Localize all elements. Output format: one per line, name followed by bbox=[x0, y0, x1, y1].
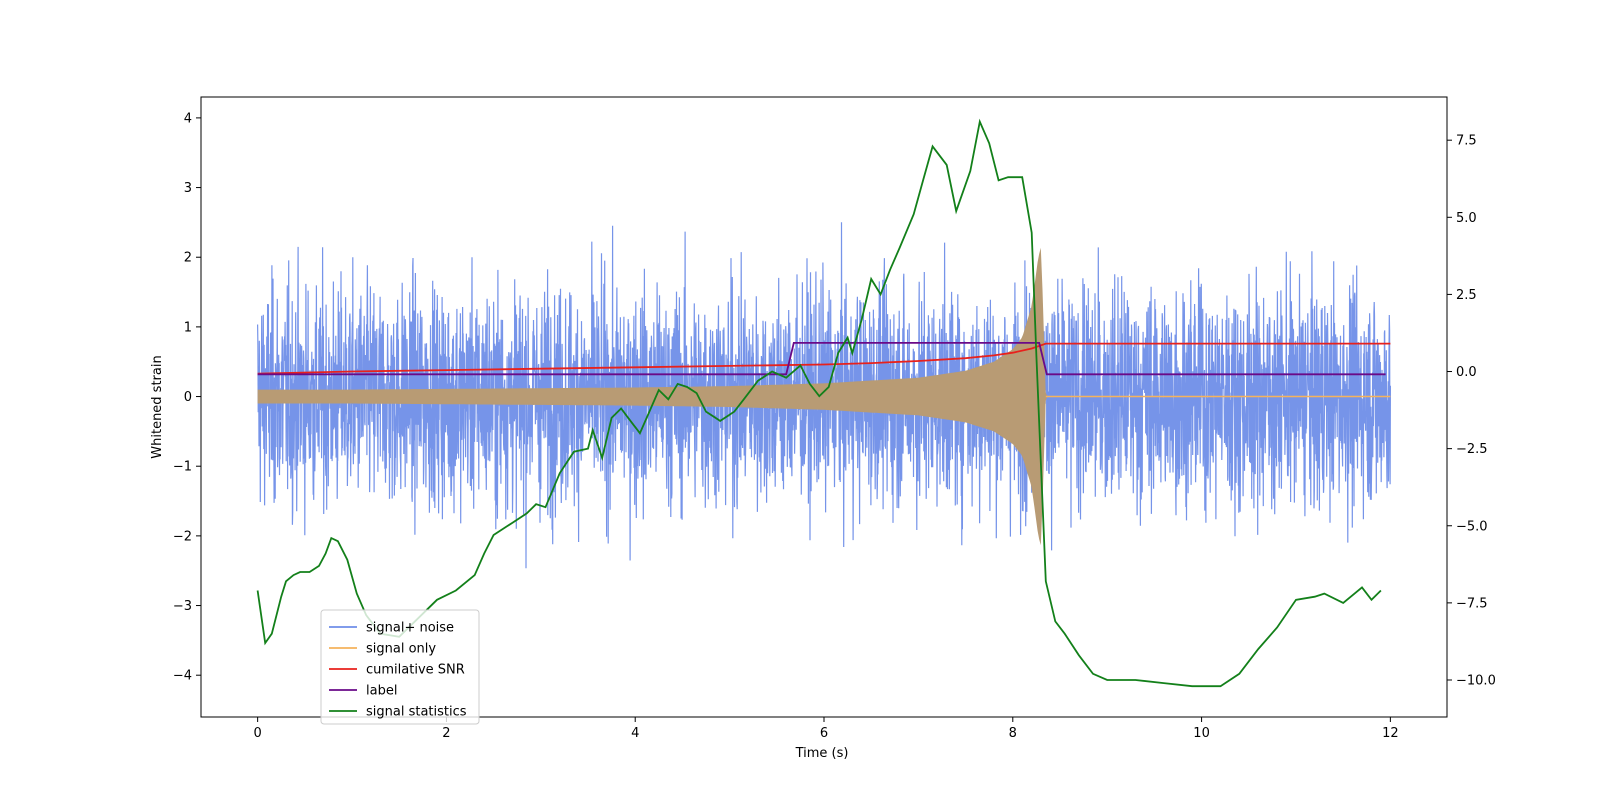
series-layer bbox=[256, 118, 1391, 688]
y-tick-label: 4 bbox=[184, 111, 192, 126]
y-tick-label: 0 bbox=[184, 390, 192, 405]
x-tick-label: 0 bbox=[253, 726, 261, 741]
series-cumulative-snr bbox=[257, 342, 1391, 375]
y-tick-label: 3 bbox=[184, 181, 192, 196]
y2-tick-label: −7.5 bbox=[1456, 596, 1488, 611]
y-tick-label: 1 bbox=[184, 320, 192, 335]
y2-tick-label: −2.5 bbox=[1456, 442, 1488, 457]
y2-tick-label: 0.0 bbox=[1456, 365, 1477, 380]
y-tick-label: −3 bbox=[173, 599, 192, 614]
x-tick-label: 8 bbox=[1009, 726, 1017, 741]
y2-tick-label: 7.5 bbox=[1456, 134, 1477, 149]
x-tick-label: 2 bbox=[442, 726, 450, 741]
x-tick-label: 10 bbox=[1193, 726, 1210, 741]
y2-tick-label: −10.0 bbox=[1456, 673, 1496, 688]
x-tick-label: 12 bbox=[1382, 726, 1399, 741]
legend-label: label bbox=[366, 684, 397, 699]
y-tick-label: −4 bbox=[173, 669, 192, 684]
legend-frame bbox=[320, 609, 480, 725]
series-label bbox=[257, 342, 1386, 376]
y-axis-left: −4 −3 −2 −1 0 1 2 3 4 bbox=[173, 111, 201, 684]
x-axis-label: Time (s) bbox=[795, 746, 849, 761]
y-tick-label: −1 bbox=[173, 460, 192, 475]
y-tick-label: 2 bbox=[184, 251, 192, 266]
y2-tick-label: −5.0 bbox=[1456, 519, 1488, 534]
y2-tick-label: 5.0 bbox=[1456, 211, 1477, 226]
x-tick-label: 6 bbox=[820, 726, 828, 741]
y2-tick-label: 2.5 bbox=[1456, 288, 1477, 303]
legend: signal+ noise signal only cumilative SNR la… bbox=[320, 609, 480, 725]
y-tick-label: −2 bbox=[173, 529, 192, 544]
legend-label: cumilative SNR bbox=[366, 663, 465, 678]
series-signal-plus-noise bbox=[257, 222, 1391, 569]
legend-label: signal statistics bbox=[366, 705, 467, 720]
legend-label: signal+ noise bbox=[366, 621, 454, 636]
x-tick-label: 4 bbox=[631, 726, 639, 741]
x-axis: 0 2 4 6 8 10 12 bbox=[253, 717, 1399, 741]
legend-label: signal only bbox=[366, 642, 436, 657]
y-axis-label: Whitened strain bbox=[150, 355, 165, 458]
y-axis-right: −10.0 −7.5 −5.0 −2.5 0.0 2.5 5.0 7.5 bbox=[1447, 134, 1496, 688]
series-signal-only-band bbox=[257, 247, 1391, 546]
